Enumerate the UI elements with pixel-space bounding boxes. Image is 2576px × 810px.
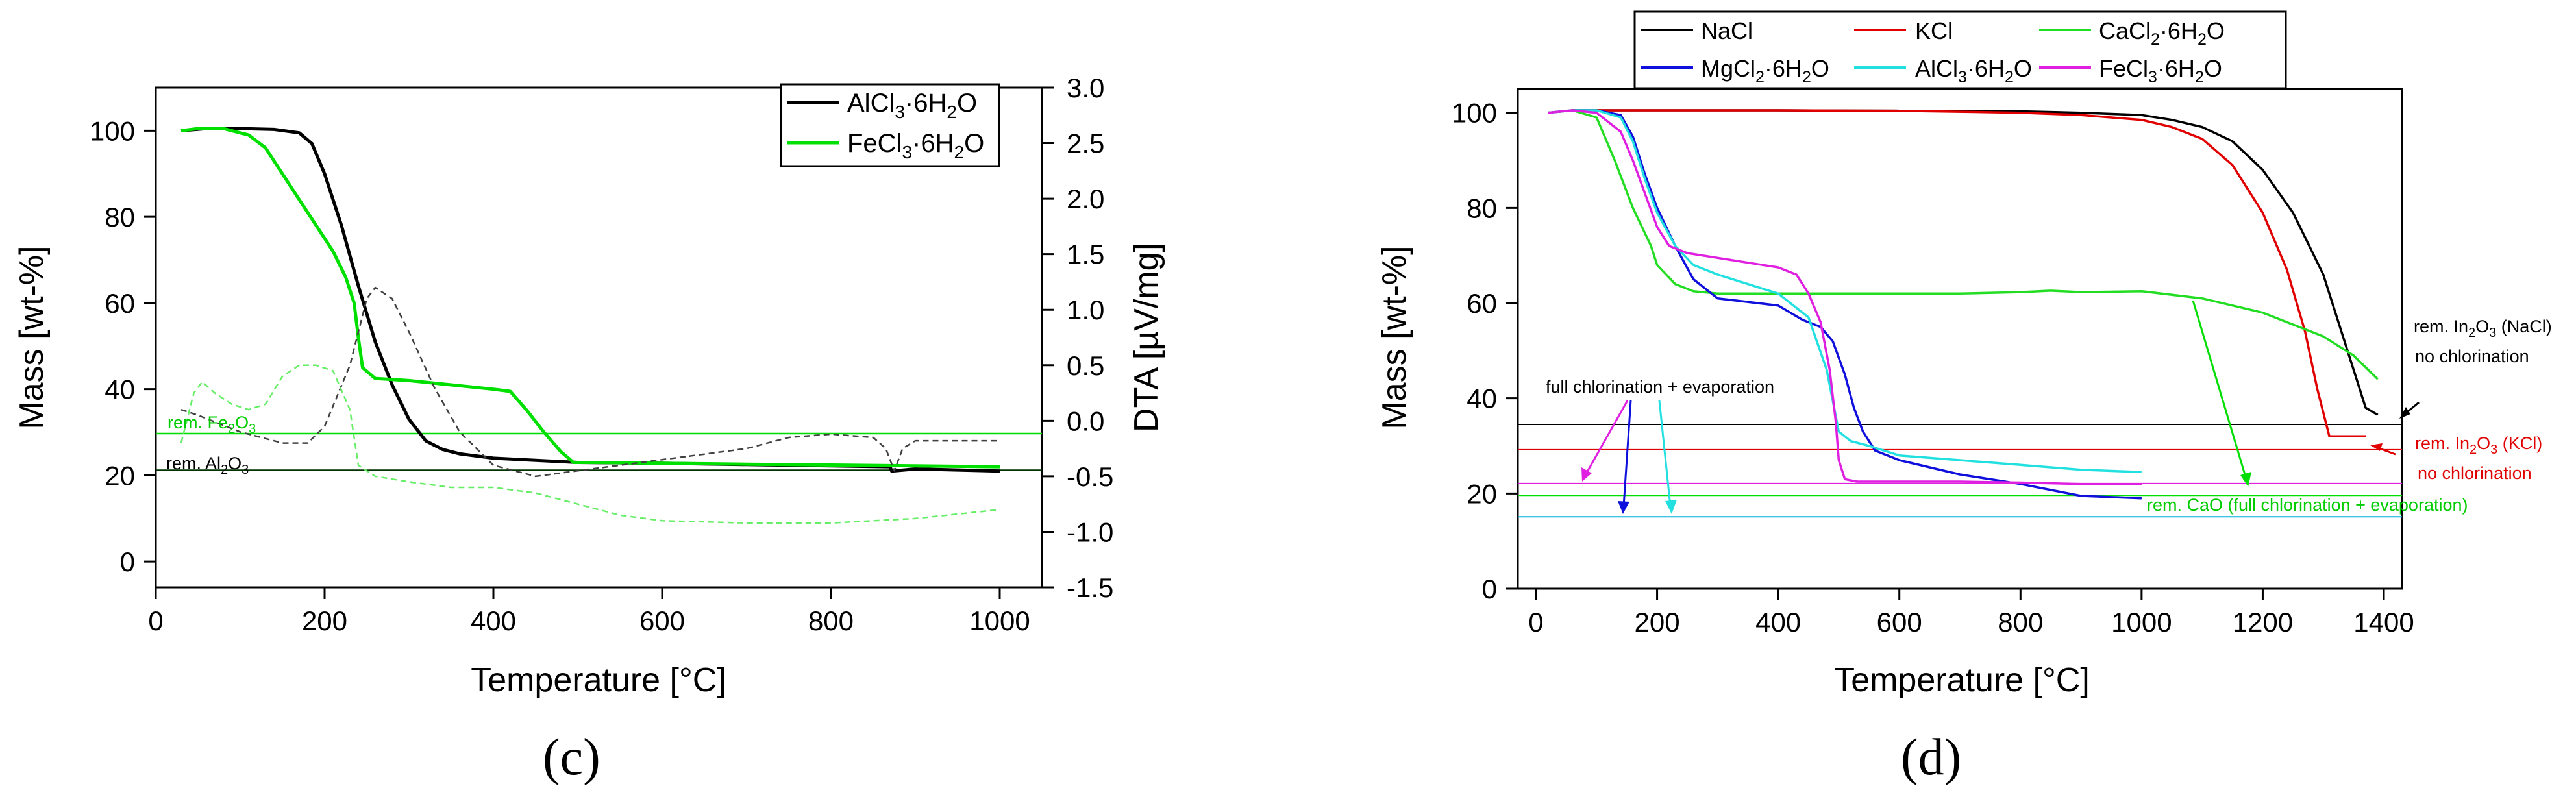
- y-tick-label: 100: [1452, 98, 1497, 129]
- annotation-arrows: [1581, 300, 2420, 514]
- y2-tick-label: -1.0: [1067, 517, 1113, 547]
- mass-curve-2: [1548, 109, 2379, 380]
- y-axis-label: Mass [wt-%]: [1376, 245, 1413, 429]
- dta-curve-2: [180, 286, 1000, 478]
- legend-label: FeCl3·6H2O: [2099, 55, 2222, 86]
- y-tick-label: 60: [105, 288, 135, 319]
- annotation-kcl-line1: rem. In2O3 (KCl): [2415, 434, 2542, 457]
- y2-tick-label: -0.5: [1067, 461, 1113, 492]
- x-tick-label: 0: [1528, 607, 1543, 637]
- y-tick-label: 20: [105, 460, 135, 491]
- dta-curve-3: [180, 364, 1000, 524]
- x-tick-label: 1400: [2353, 607, 2414, 637]
- y-axis-label: Mass [wt-%]: [13, 245, 51, 429]
- y2-tick-label: 3.0: [1067, 73, 1104, 103]
- annotation-rem-fe2o3: rem. Fe2O3: [167, 413, 256, 436]
- mass-curve-5: [1548, 109, 2142, 485]
- x-tick-label: 200: [302, 606, 347, 636]
- y-tick-label: 40: [105, 374, 135, 405]
- y-tick-label: 20: [1467, 478, 1497, 509]
- y2-tick-label: 2.5: [1067, 129, 1104, 159]
- legend-label: NaCl: [1701, 18, 1753, 44]
- panel-label-c: (c): [543, 729, 601, 786]
- y-tick-label: 60: [1467, 288, 1497, 319]
- y-tick-label: 80: [105, 202, 135, 232]
- x-tick-label: 600: [1877, 607, 1922, 637]
- mass-curve-4: [1548, 109, 2142, 474]
- y2-tick-label: 1.0: [1067, 295, 1104, 325]
- legend-label: FeCl3·6H2O: [847, 129, 984, 162]
- x-axis-label: Temperature [°C]: [471, 661, 726, 699]
- x-tick-label: 1000: [969, 606, 1030, 636]
- legend-label: KCl: [1915, 18, 1953, 44]
- mass-curve-1: [1548, 109, 2366, 438]
- x-axis-label: Temperature [°C]: [1834, 661, 2090, 699]
- y-tick-label: 0: [120, 546, 135, 577]
- legend-label: AlCl3·6H2O: [847, 89, 977, 122]
- y-tick-label: 80: [1467, 193, 1497, 223]
- annotation-kcl-line2: no chlorination: [2418, 463, 2532, 483]
- panel-label-d: (d): [1901, 729, 1962, 786]
- y2-tick-label: 0.0: [1067, 406, 1104, 436]
- y2-tick-label: -1.5: [1067, 572, 1113, 603]
- mass-curve-1: [180, 127, 1000, 469]
- annotation-nacl-line2: no chlorination: [2415, 347, 2529, 366]
- x-tick-label: 0: [148, 606, 163, 636]
- x-tick-label: 400: [471, 606, 516, 636]
- chart-panel-c: 0 200 400 600 800 1000 0 20 40 60 80 100 -1.5 -1.0 -…: [13, 73, 1165, 699]
- annotation-rem-al2o3: rem. Al2O3: [166, 454, 249, 477]
- annotation-nacl-line1: rem. In2O3 (NaCl): [2414, 317, 2552, 340]
- annotation-full-chlorination: full chlorination + evaporation: [1546, 377, 1774, 397]
- annotation-cao: rem. CaO (full chlorination + evaporatio…: [2147, 495, 2468, 515]
- y-tick-label: 100: [90, 116, 135, 146]
- x-tick-label: 1000: [2111, 607, 2172, 637]
- x-tick-label: 200: [1635, 607, 1680, 637]
- legend: NaCl KCl CaCl2·6H2O MgCl2·6H2O AlCl3·6H2…: [1633, 10, 2287, 90]
- x-tick-label: 600: [639, 606, 685, 636]
- x-tick-label: 400: [1755, 607, 1801, 637]
- y-tick-label: 40: [1467, 384, 1497, 414]
- legend: AlCl3·6H2O FeCl3·6H2O: [780, 83, 1000, 167]
- mass-curve-3: [1548, 109, 2142, 500]
- chart-panel-d: 0 200 400 600 800 1000 1200 1400 0 20 40 60 80 100 T…: [1376, 10, 2552, 699]
- mass-curve-0: [180, 127, 1000, 473]
- y2-tick-label: 1.5: [1067, 239, 1104, 270]
- x-tick-label: 800: [808, 606, 854, 636]
- legend-label: AlCl3·6H2O: [1915, 55, 2032, 86]
- y2-tick-label: 2.0: [1067, 184, 1104, 214]
- mass-curve-0: [1548, 109, 2379, 416]
- y-tick-label: 0: [1482, 574, 1497, 604]
- y2-tick-label: 0.5: [1067, 350, 1104, 381]
- x-tick-label: 800: [1998, 607, 2043, 637]
- plot-frame: [155, 86, 1043, 589]
- x-tick-label: 1200: [2233, 607, 2293, 637]
- y2-axis-label: DTA [µV/mg]: [1128, 243, 1165, 432]
